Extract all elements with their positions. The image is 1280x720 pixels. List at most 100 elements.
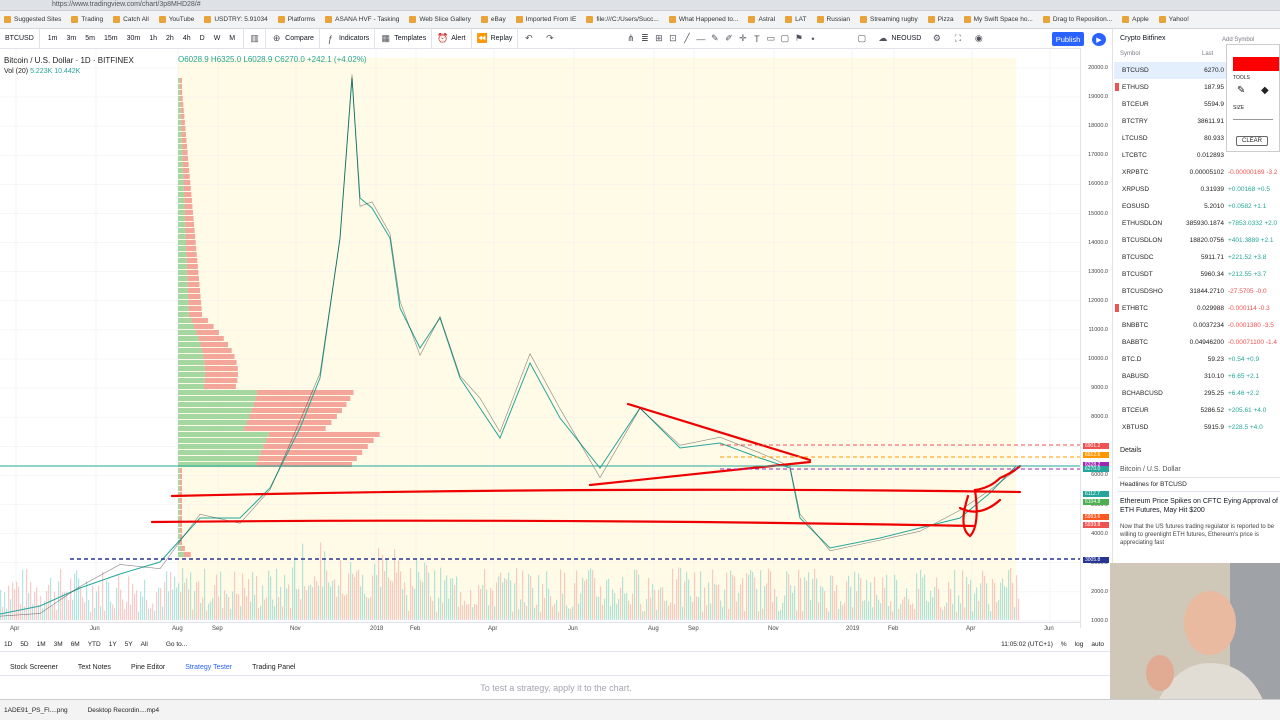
- tab-pine-editor[interactable]: Pine Editor: [130, 664, 166, 671]
- interval-D[interactable]: D: [199, 35, 205, 42]
- watchlist-title[interactable]: Crypto Bitfinex: [1120, 35, 1166, 42]
- taskbar-item[interactable]: 1ADE91_PS_Fl....png: [4, 706, 68, 714]
- bookmark-item[interactable]: Yahoo!: [1158, 16, 1189, 23]
- interval-5m[interactable]: 5m: [85, 35, 95, 42]
- compare-button[interactable]: ⊕ Compare: [265, 28, 319, 49]
- auto-toggle[interactable]: auto: [1091, 641, 1104, 648]
- volume-legend[interactable]: Vol (20) 5.223K 10.442K: [4, 68, 80, 75]
- interval-30m[interactable]: 30m: [126, 35, 141, 42]
- pitchfork-icon[interactable]: ⋔: [627, 33, 635, 43]
- bookmark-item[interactable]: Drag to Reposition...: [1042, 16, 1112, 23]
- interval-W[interactable]: W: [213, 35, 221, 42]
- fullscreen-button[interactable]: ⛶: [947, 29, 968, 49]
- clear-button[interactable]: CLEAR: [1236, 136, 1268, 146]
- watchlist-row[interactable]: ETHBTC 0.029988 -0.000114 -0.3: [1114, 300, 1280, 317]
- interval-1h[interactable]: 1h: [149, 35, 158, 42]
- bookmark-item[interactable]: file:///C:/Users/Succ...: [586, 16, 659, 23]
- headlines-header[interactable]: Headlines for BTCUSD: [1118, 477, 1280, 492]
- tab-strategy-tester[interactable]: Strategy Tester: [185, 664, 233, 671]
- symbol-search[interactable]: BTCUSD: [0, 29, 39, 49]
- interval-M[interactable]: M: [229, 35, 236, 42]
- fib-icon[interactable]: ≣: [641, 33, 649, 43]
- interval-1m[interactable]: 1m: [47, 35, 58, 42]
- publish-button[interactable]: Publish: [1052, 32, 1084, 46]
- bookmark-item[interactable]: ASANA HVF - Tasking: [325, 16, 399, 23]
- add-symbol-button[interactable]: Add Symbol: [1222, 37, 1255, 43]
- tab-text-notes[interactable]: Text Notes: [77, 664, 111, 671]
- range-1M[interactable]: 1M: [36, 641, 46, 648]
- watchlist-row[interactable]: XRPBTC 0.00005102 -0.00000169 -3.2: [1114, 164, 1280, 181]
- range-All[interactable]: All: [140, 641, 148, 648]
- range-YTD[interactable]: YTD: [87, 641, 101, 648]
- watchlist-row[interactable]: XRPUSD 0.31939 +0.00168 +0.5: [1114, 181, 1280, 198]
- dot-icon[interactable]: •: [811, 33, 815, 44]
- watchlist-row[interactable]: BTCUSDT 5960.34 +212.55 +3.7: [1114, 266, 1280, 283]
- watchlist-row[interactable]: EOSUSD 5.2010 +0.0582 +1.1: [1114, 198, 1280, 215]
- taskbar-item[interactable]: Desktop Recordin....mp4: [87, 706, 160, 714]
- price-chart[interactable]: [0, 48, 1080, 622]
- watchlist-row[interactable]: BCHABCUSD 295.25 +6.46 +2.2: [1114, 385, 1280, 402]
- bookmark-item[interactable]: What Happened to...: [668, 16, 738, 23]
- brush-icon[interactable]: ✎: [711, 33, 719, 43]
- tab-stock-screener[interactable]: Stock Screener: [10, 664, 58, 671]
- watchlist-row[interactable]: BABBTC 0.04946200 -0.00071100 -1.4: [1114, 334, 1280, 351]
- eraser-icon[interactable]: ◆: [1261, 85, 1269, 96]
- bookmark-item[interactable]: Astral: [748, 16, 775, 23]
- watchlist-row[interactable]: ETHUSD 187.95: [1114, 79, 1280, 96]
- settings-button[interactable]: ⚙: [926, 29, 947, 49]
- bookmark-item[interactable]: LAT: [785, 16, 807, 23]
- bookmark-item[interactable]: YouTube: [158, 16, 194, 23]
- symbol-title[interactable]: Bitcoin / U.S. Dollar · 1D · BITFINEX: [4, 56, 134, 65]
- range-6M[interactable]: 6M: [70, 641, 80, 648]
- templates-button[interactable]: ▦ Templates: [374, 28, 431, 49]
- details-label[interactable]: Details: [1120, 447, 1142, 454]
- tab-trading-panel[interactable]: Trading Panel: [252, 664, 296, 671]
- comment-icon[interactable]: ▢: [780, 33, 790, 43]
- interval-15m[interactable]: 15m: [103, 35, 118, 42]
- percent-toggle[interactable]: %: [1060, 641, 1067, 648]
- bookmark-item[interactable]: Pizza: [927, 16, 954, 23]
- range-5D[interactable]: 5D: [20, 641, 29, 648]
- time-axis[interactable]: Apr Jun Aug Sep Nov 2018 Feb Apr Jun Aug Sep Nov 201…: [0, 622, 1080, 636]
- interval-3m[interactable]: 3m: [66, 35, 77, 42]
- bookmark-item[interactable]: Suggested Sites: [4, 16, 61, 23]
- bar-style-button[interactable]: ▥: [243, 28, 265, 49]
- bookmark-item[interactable]: Streaming rugby: [860, 16, 918, 23]
- interval-2h[interactable]: 2h: [166, 35, 174, 42]
- crosshair-icon[interactable]: ✛: [739, 33, 747, 43]
- range-1D[interactable]: 1D: [4, 641, 13, 648]
- size-slider[interactable]: [1233, 119, 1273, 120]
- log-toggle[interactable]: log: [1074, 641, 1084, 648]
- alert-button[interactable]: ⏰ Alert: [431, 28, 470, 49]
- watchlist-row[interactable]: BTCEUR 5286.52 +205.61 +4.0: [1114, 402, 1280, 419]
- news-title[interactable]: Ethereum Price Spikes on CFTC Eying Appr…: [1120, 498, 1278, 514]
- bookmark-item[interactable]: Platforms: [277, 16, 315, 23]
- watchlist-row[interactable]: BTC.D 59.23 +0.54 +0.9: [1114, 351, 1280, 368]
- gann-icon[interactable]: ⊞: [655, 33, 663, 43]
- play-icon[interactable]: ▶: [1092, 33, 1106, 46]
- undo-button[interactable]: ↶: [517, 28, 539, 49]
- watchlist-row[interactable]: BTCEUR 5594.9: [1114, 96, 1280, 113]
- watchlist-row[interactable]: LTCUSD 80.933: [1114, 130, 1280, 147]
- watchlist-row[interactable]: BTCUSDLON 18820.0756 +401.3889 +2.1: [1114, 232, 1280, 249]
- bookmark-item[interactable]: Apple: [1122, 16, 1149, 23]
- watchlist-row[interactable]: BNBBTC 0.0037234 -0.0001380 -3.5: [1114, 317, 1280, 334]
- bookmark-item[interactable]: Trading: [71, 16, 103, 23]
- bookmark-item[interactable]: My Swift Space ho...: [963, 16, 1033, 23]
- interval-4h[interactable]: 4h: [182, 35, 191, 42]
- redo-button[interactable]: ↷: [539, 29, 560, 49]
- bookmark-item[interactable]: Russian: [816, 16, 850, 23]
- range-3M[interactable]: 3M: [53, 641, 63, 648]
- indicators-button[interactable]: ƒ Indicators: [318, 28, 374, 49]
- watchlist-row[interactable]: XBTUSD 5915.9 +228.5 +4.0: [1114, 419, 1280, 436]
- bookmark-item[interactable]: USDTRY: 5.91034: [204, 16, 268, 23]
- watchlist-row[interactable]: BTCTRY 38611.91: [1114, 113, 1280, 130]
- watchlist-row[interactable]: BTCUSDSHO 31844.2710 -27.5705 -0.0: [1114, 283, 1280, 300]
- trendline-icon[interactable]: ╱: [684, 33, 690, 43]
- watchlist-row[interactable]: BTCUSDC 5911.71 +221.52 +3.8: [1114, 249, 1280, 266]
- ray-icon[interactable]: ―: [696, 33, 706, 44]
- range-1Y[interactable]: 1Y: [108, 641, 117, 648]
- bookmark-item[interactable]: Catch All: [113, 16, 149, 23]
- right-symbol[interactable]: ☁ NEOUSD: [872, 29, 926, 49]
- snapshot-button[interactable]: ◉: [968, 29, 989, 49]
